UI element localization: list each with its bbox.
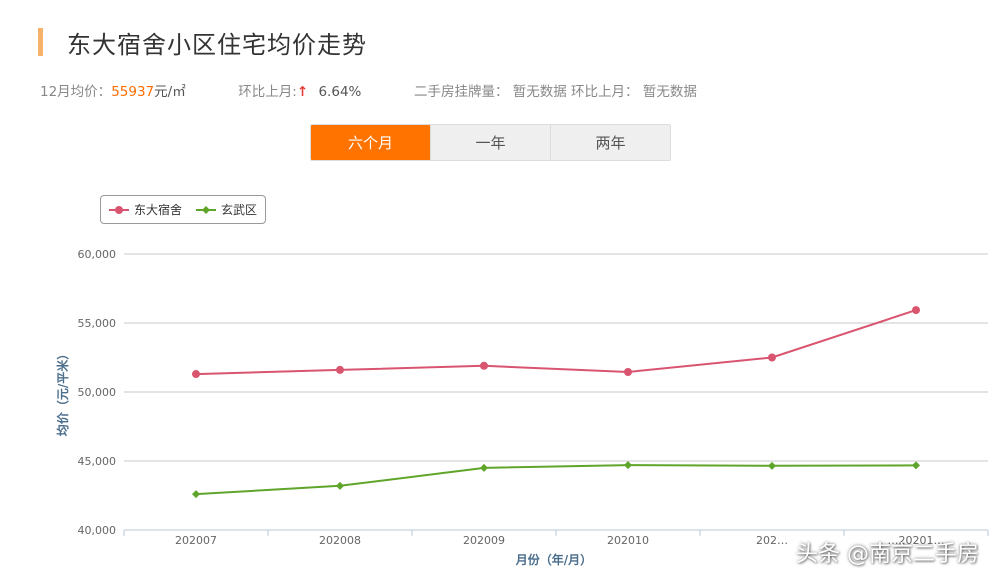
tab-two-years[interactable]: 两年 — [550, 125, 670, 160]
data-point — [912, 306, 920, 315]
avg-price-value: 55937 — [111, 84, 155, 100]
data-point — [192, 370, 200, 379]
data-point — [336, 365, 344, 374]
legend-item-series-1[interactable]: 东大宿舍 — [109, 201, 182, 218]
data-point — [912, 461, 920, 470]
mom-value: 6.64% — [318, 84, 362, 100]
watermark: 头条 @南京二手房 — [796, 542, 979, 567]
series-line-2 — [195, 464, 917, 496]
data-point — [768, 461, 776, 470]
data-point — [192, 490, 200, 499]
legend-label-series-2: 玄武区 — [221, 203, 258, 217]
period-tabs: 六个月 一年 两年 — [310, 124, 671, 161]
x-tick-label: 202008 — [319, 534, 361, 547]
arrow-up-icon: ↑ — [296, 84, 309, 100]
listing-stats: 二手房挂牌量： 暂无数据 环比上月： 暂无数据 — [413, 84, 697, 100]
x-tick-label: 202007 — [175, 534, 217, 547]
data-point — [624, 367, 632, 376]
x-axis-title: 月份（年/月） — [515, 552, 592, 567]
x-tick-label: 202010 — [607, 534, 649, 547]
y-tick-label: 55,000 — [78, 317, 117, 330]
series-line-1 — [195, 309, 917, 376]
data-point — [624, 461, 632, 470]
y-tick-label: 50,000 — [78, 386, 117, 399]
data-point — [336, 481, 344, 490]
title-area: 东大宿舍小区住宅均价走势 — [38, 26, 367, 59]
data-point — [768, 353, 776, 362]
tab-one-year[interactable]: 一年 — [430, 125, 550, 160]
x-tick-label: 202… — [756, 534, 788, 547]
title-accent-bar — [38, 28, 43, 56]
avg-price-label: 12月均价： — [40, 84, 112, 100]
y-axis-title: 均价（元/平米） — [55, 348, 70, 436]
legend-label-series-1: 东大宿舍 — [134, 203, 183, 217]
legend-item-series-2[interactable]: 玄武区 — [196, 201, 257, 218]
x-tick-label: 202009 — [463, 534, 505, 547]
data-point — [480, 463, 488, 472]
chart-legend: 东大宿舍 玄武区 — [100, 195, 267, 224]
page-title: 东大宿舍小区住宅均价走势 — [67, 30, 367, 59]
tab-six-months[interactable]: 六个月 — [311, 125, 430, 160]
stats-row: 12月均价：55937元/㎡ 环比上月:↑ 6.64% 二手房挂牌量： 暂无数据… — [40, 80, 697, 100]
legend-marker-series-2-icon — [196, 205, 217, 214]
data-point — [480, 361, 488, 370]
y-tick-label: 60,000 — [78, 248, 117, 261]
y-tick-label: 45,000 — [78, 455, 117, 468]
legend-marker-series-1-icon — [109, 205, 129, 214]
avg-price-unit: 元/㎡ — [154, 84, 186, 100]
mom-label: 环比上月: — [238, 84, 297, 100]
y-tick-label: 40,000 — [78, 524, 117, 537]
x-tick-label: …20201… — [888, 534, 945, 547]
